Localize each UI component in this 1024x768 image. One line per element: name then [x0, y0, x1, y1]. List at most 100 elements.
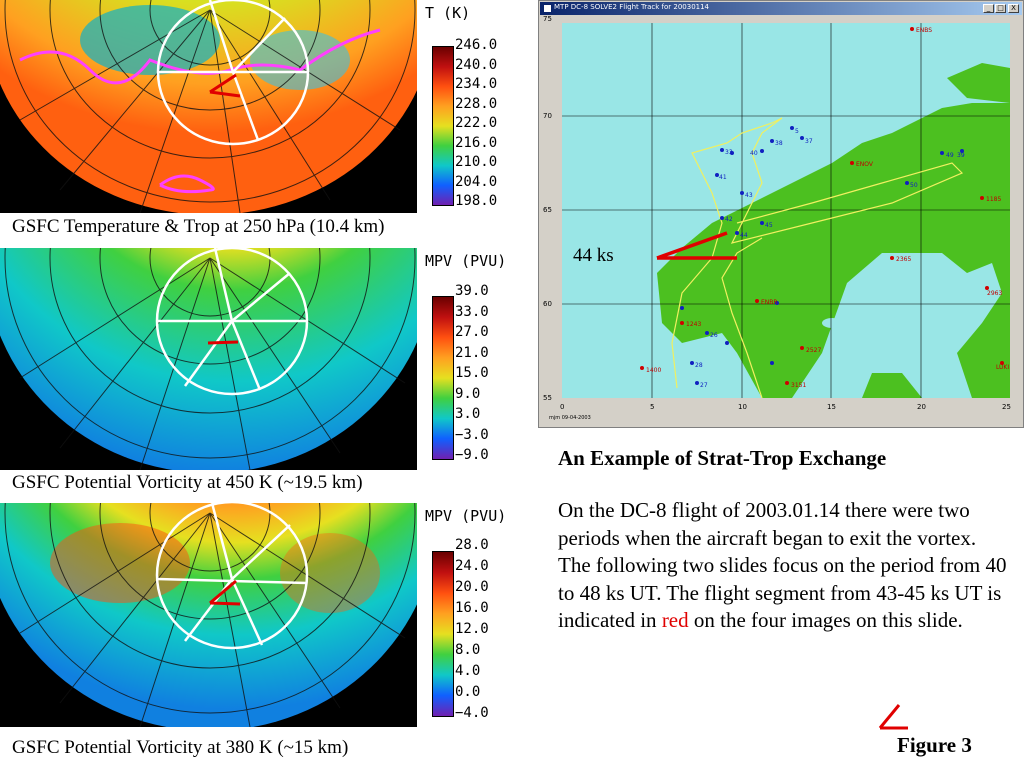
station-label: LUKI: [996, 364, 1009, 371]
station-label: 3151: [791, 382, 806, 389]
station-label: 1243: [686, 321, 701, 328]
legend-tick: 0.0: [455, 684, 481, 700]
legend-tick: 24.0: [455, 558, 489, 574]
track-label: 45: [765, 222, 773, 229]
slide-body-text: On the DC-8 flight of 2003.01.14 there w…: [558, 497, 1008, 635]
legend-tick: 15.0: [455, 365, 489, 381]
temperature-map-panel: T (K) 246.0 240.0 234.0 228.0 222.0 216.…: [0, 0, 532, 213]
track-label: 42: [725, 216, 733, 223]
track-label: 50: [910, 182, 918, 189]
legend-color-bar: [432, 551, 454, 717]
legend-tick: 16.0: [455, 600, 489, 616]
maximize-button[interactable]: □: [995, 4, 1006, 13]
window-titlebar[interactable]: MTP DC-8 SOLVE2 Flight Track for 2003011…: [540, 2, 1022, 15]
x-tick-label: 5: [650, 403, 655, 411]
legend-title: MPV (PVU): [425, 252, 507, 270]
station-label: 1400: [646, 367, 661, 374]
station-label: 2365: [896, 256, 911, 263]
x-tick-label: 10: [738, 403, 747, 411]
legend-tick: 33.0: [455, 303, 489, 320]
station-label: 2963: [987, 290, 1002, 297]
pv450-map-image: [0, 248, 418, 470]
legend-tick: −9.0: [455, 447, 489, 463]
y-tick-label: 70: [543, 112, 552, 120]
color-legend: MPV (PVU) 39.0 33.0 27.0 21.0 15.0 9.0 3…: [417, 248, 532, 470]
app-icon: [543, 4, 552, 13]
track-label: 40: [750, 150, 758, 157]
pv380-map-image: [0, 503, 418, 727]
y-tick-label: 75: [543, 15, 552, 23]
pv450-map-panel: MPV (PVU) 39.0 33.0 27.0 21.0 15.0 9.0 3…: [0, 248, 532, 470]
body-text-part: On the DC-8 flight of 2003.01.14 there w…: [558, 498, 1007, 632]
close-button[interactable]: X: [1008, 4, 1019, 13]
legend-tick: 228.0: [455, 95, 498, 112]
track-label: 44: [740, 232, 748, 239]
station-label: ENBR: [761, 299, 778, 306]
scandinavia-map-image: ENBS 1185 2365 2963 2527 1400 ENBR ENOV …: [562, 23, 1010, 398]
pv380-map-panel: MPV (PVU) 28.0 24.0 20.0 16.0 12.0 8.0 4…: [0, 503, 532, 727]
minimize-button[interactable]: _: [983, 4, 994, 13]
legend-color-bar: [432, 46, 454, 206]
station-label: 1185: [986, 196, 1001, 203]
track-label: 49: [946, 152, 954, 159]
legend-tick: 222.0: [455, 115, 498, 131]
track-label: 26: [710, 332, 718, 339]
map-credit: mjm 09-04-2003: [549, 415, 591, 421]
track-label: 27: [700, 382, 708, 389]
legend-tick: −4.0: [455, 705, 489, 721]
body-text-red: red: [661, 608, 689, 632]
station-label: ENBS: [916, 27, 932, 34]
y-tick-label: 55: [543, 394, 552, 402]
legend-color-bar: [432, 296, 454, 460]
legend-tick: 20.0: [455, 579, 489, 595]
legend-tick: 246.0: [455, 37, 498, 53]
flight-track-window: MTP DC-8 SOLVE2 Flight Track for 2003011…: [538, 0, 1024, 428]
track-label: 37: [805, 138, 813, 145]
station-label: 2527: [806, 347, 821, 354]
flight-track-map: ENBS 1185 2365 2963 2527 1400 ENBR ENOV …: [562, 23, 1010, 398]
legend-tick: 204.0: [455, 173, 498, 190]
legend-tick: 216.0: [455, 134, 498, 151]
track-label: 41: [719, 174, 727, 181]
legend-tick: 4.0: [455, 663, 481, 679]
body-text-part: on the four images on this slide.: [688, 608, 963, 632]
legend-tick: 8.0: [455, 642, 481, 658]
station-label: ENOV: [856, 161, 874, 168]
x-tick-label: 15: [827, 403, 836, 411]
legend-tick: 39.0: [455, 283, 489, 299]
legend-tick: 28.0: [455, 537, 489, 553]
legend-title: T (K): [425, 4, 471, 22]
legend-tick: 12.0: [455, 621, 489, 637]
legend-tick: 240.0: [455, 56, 498, 73]
track-label: 5: [795, 128, 799, 135]
track-label: 38: [775, 140, 783, 147]
y-tick-label: 60: [543, 300, 552, 308]
track-label: 39: [957, 152, 965, 159]
x-tick-label: 20: [917, 403, 926, 411]
temperature-map-image: [0, 0, 420, 213]
legend-tick: −3.0: [455, 426, 489, 443]
track-label: 28: [695, 362, 703, 369]
color-legend: MPV (PVU) 28.0 24.0 20.0 16.0 12.0 8.0 4…: [417, 503, 532, 727]
window-title: MTP DC-8 SOLVE2 Flight Track for 2003011…: [554, 3, 710, 11]
y-tick-label: 65: [543, 206, 552, 214]
pv450-caption: GSFC Potential Vorticity at 450 K (~19.5…: [12, 472, 363, 493]
x-tick-label: 0: [560, 403, 565, 411]
legend-tick: 3.0: [455, 406, 481, 422]
legend-tick: 27.0: [455, 324, 489, 340]
legend-tick: 21.0: [455, 344, 489, 361]
temperature-caption: GSFC Temperature & Trop at 250 hPa (10.4…: [12, 216, 385, 237]
x-tick-label: 25: [1002, 403, 1011, 411]
pv380-caption: GSFC Potential Vorticity at 380 K (~15 k…: [12, 737, 349, 758]
slide-heading: An Example of Strat-Trop Exchange: [558, 446, 887, 470]
legend-tick: 210.0: [455, 154, 498, 170]
ks-annotation: 44 ks: [573, 245, 614, 266]
color-legend: T (K) 246.0 240.0 234.0 228.0 222.0 216.…: [417, 0, 532, 213]
figure-label: Figure 3: [897, 733, 972, 757]
legend-tick: 9.0: [455, 385, 481, 402]
track-label: 33: [725, 149, 733, 156]
legend-tick: 198.0: [455, 193, 498, 209]
legend-tick: 234.0: [455, 76, 498, 92]
red-segment-symbol: [878, 704, 908, 730]
track-label: 43: [745, 192, 753, 199]
